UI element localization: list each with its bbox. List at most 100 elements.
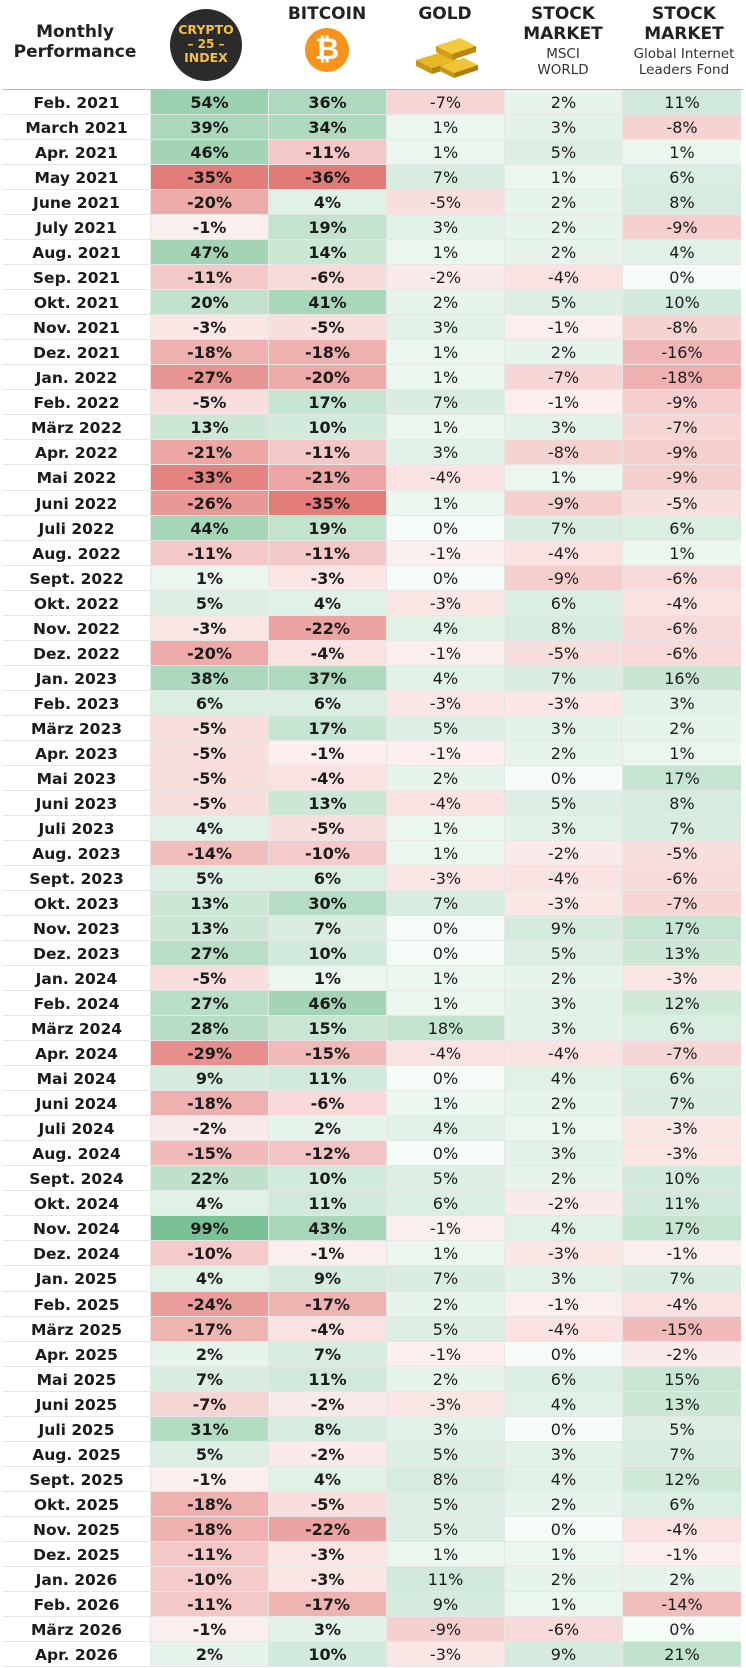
value-cell: 3% — [505, 1441, 623, 1467]
value-cell: 3% — [505, 1016, 623, 1042]
header-bitcoin-title: BITCOIN — [287, 4, 367, 24]
month-label: Jan. 2026 — [3, 1566, 151, 1592]
month-label: Sept. 2023 — [3, 865, 151, 891]
value-cell: 3% — [387, 315, 505, 341]
value-cell: 21% — [623, 1641, 741, 1667]
value-cell: 2% — [505, 215, 623, 241]
value-cell: 0% — [387, 941, 505, 967]
value-cell: 1% — [387, 966, 505, 992]
value-cell: 1% — [505, 165, 623, 191]
table-row: Nov. 2021 -3% -5% 3% -1% -8% — [3, 315, 743, 341]
value-cell: 4% — [151, 815, 269, 841]
value-cell: 6% — [623, 165, 741, 191]
table-row: May 2021 -35% -36% 7% 1% 6% — [3, 165, 743, 191]
value-cell: -36% — [269, 165, 387, 191]
month-label: Nov. 2022 — [3, 615, 151, 641]
value-cell: 10% — [269, 1641, 387, 1667]
value-cell: 10% — [623, 1166, 741, 1192]
value-cell: -2% — [269, 1391, 387, 1417]
value-cell: -5% — [151, 966, 269, 992]
value-cell: -11% — [151, 265, 269, 291]
month-label: Nov. 2021 — [3, 315, 151, 341]
value-cell: -5% — [269, 1491, 387, 1517]
value-cell: -2% — [269, 1441, 387, 1467]
value-cell: 2% — [387, 765, 505, 791]
value-cell: 27% — [151, 941, 269, 967]
value-cell: -1% — [269, 740, 387, 766]
header-crypto25-index: CRYPTO – 25 – INDEX — [150, 0, 268, 89]
table-row: Mai 2024 9% 11% 0% 4% 6% — [3, 1066, 743, 1092]
value-cell: 11% — [269, 1366, 387, 1392]
table-row: Sept. 2022 1% -3% 0% -9% -6% — [3, 565, 743, 591]
month-label: Dez. 2021 — [3, 340, 151, 366]
value-cell: 11% — [623, 1191, 741, 1217]
value-cell: 4% — [269, 1466, 387, 1492]
value-cell: 17% — [269, 390, 387, 416]
table-row: Okt. 2025 -18% -5% 5% 2% 6% — [3, 1491, 743, 1517]
table-row: March 2021 39% 34% 1% 3% -8% — [3, 115, 743, 141]
value-cell: 34% — [269, 115, 387, 141]
value-cell: 1% — [387, 1091, 505, 1117]
month-label: Apr. 2026 — [3, 1641, 151, 1667]
table-row: März 2022 13% 10% 1% 3% -7% — [3, 415, 743, 441]
value-cell: 2% — [505, 1566, 623, 1592]
value-cell: -5% — [505, 640, 623, 666]
value-cell: 7% — [623, 1266, 741, 1292]
value-cell: 5% — [505, 290, 623, 316]
table-row: Dez. 2021 -18% -18% 1% 2% -16% — [3, 340, 743, 366]
value-cell: 4% — [387, 665, 505, 691]
month-label: Apr. 2021 — [3, 140, 151, 166]
value-cell: -3% — [505, 1241, 623, 1267]
value-cell: 7% — [387, 1266, 505, 1292]
value-cell: 1% — [387, 115, 505, 141]
value-cell: -3% — [623, 966, 741, 992]
value-cell: 3% — [269, 1616, 387, 1642]
value-cell: 6% — [623, 1066, 741, 1092]
value-cell: 9% — [151, 1066, 269, 1092]
value-cell: 10% — [269, 1166, 387, 1192]
value-cell: 19% — [269, 515, 387, 541]
value-cell: -1% — [623, 1241, 741, 1267]
value-cell: 3% — [387, 215, 505, 241]
month-label: Aug. 2024 — [3, 1141, 151, 1167]
value-cell: 6% — [505, 590, 623, 616]
value-cell: 27% — [151, 991, 269, 1017]
month-label: Okt. 2025 — [3, 1491, 151, 1517]
month-label: Okt. 2021 — [3, 290, 151, 316]
value-cell: -9% — [623, 440, 741, 466]
value-cell: -9% — [623, 465, 741, 491]
header-gil-sub1: Global Internet — [633, 46, 735, 62]
value-cell: 12% — [623, 1466, 741, 1492]
value-cell: 0% — [623, 1616, 741, 1642]
value-cell: 17% — [623, 916, 741, 942]
table-row: Okt. 2022 5% 4% -3% 6% -4% — [3, 590, 743, 616]
value-cell: -11% — [269, 540, 387, 566]
month-label: Dez. 2025 — [3, 1541, 151, 1567]
value-cell: 4% — [505, 1066, 623, 1092]
value-cell: -1% — [151, 215, 269, 241]
table-row: Jan. 2023 38% 37% 4% 7% 16% — [3, 665, 743, 691]
month-label: Sept. 2024 — [3, 1166, 151, 1192]
value-cell: 54% — [151, 90, 269, 116]
value-cell: -1% — [505, 1291, 623, 1317]
value-cell: -5% — [151, 390, 269, 416]
value-cell: -22% — [269, 1516, 387, 1542]
value-cell: 10% — [269, 941, 387, 967]
table-row: Mai 2023 -5% -4% 2% 0% 17% — [3, 765, 743, 791]
table-row: Nov. 2025 -18% -22% 5% 0% -4% — [3, 1516, 743, 1542]
value-cell: 7% — [505, 665, 623, 691]
table-row: Aug. 2022 -11% -11% -1% -4% 1% — [3, 540, 743, 566]
value-cell: 6% — [623, 1016, 741, 1042]
value-cell: -9% — [623, 390, 741, 416]
value-cell: -10% — [269, 840, 387, 866]
value-cell: 13% — [269, 790, 387, 816]
value-cell: -3% — [387, 865, 505, 891]
month-label: Jan. 2024 — [3, 966, 151, 992]
month-label: Feb. 2024 — [3, 991, 151, 1017]
month-label: Juli 2022 — [3, 515, 151, 541]
value-cell: -1% — [623, 1541, 741, 1567]
month-label: Aug. 2022 — [3, 540, 151, 566]
table-row: März 2023 -5% 17% 5% 3% 2% — [3, 715, 743, 741]
month-label: Mai 2024 — [3, 1066, 151, 1092]
value-cell: 2% — [505, 340, 623, 366]
